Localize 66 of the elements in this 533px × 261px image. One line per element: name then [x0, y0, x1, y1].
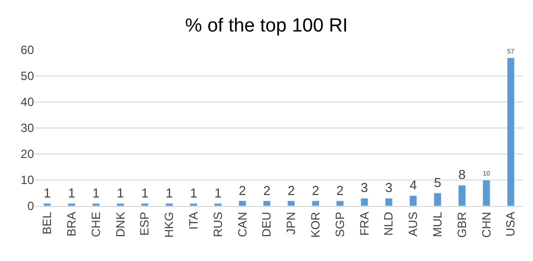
bar [214, 203, 222, 206]
y-tick-label: 20 [20, 147, 34, 162]
y-tick-label: 10 [20, 173, 34, 188]
bar [116, 203, 124, 206]
data-label: 1 [190, 185, 198, 200]
x-tick-label: HKG [162, 212, 176, 238]
bar [165, 203, 174, 206]
data-label: 2 [312, 182, 320, 198]
data-label: 1 [92, 185, 100, 200]
y-tick-label: 0 [27, 199, 34, 214]
y-tick-label: 30 [20, 121, 34, 136]
data-label: 1 [44, 185, 51, 200]
bar [287, 200, 296, 206]
data-label: 4 [410, 178, 417, 193]
x-tick-label: BRA [64, 212, 78, 236]
x-tick-label: USA [504, 212, 518, 236]
x-tick-label: NLD [382, 211, 396, 236]
data-label: 3 [385, 180, 392, 196]
bar [140, 203, 149, 206]
x-tick-label: CAN [235, 212, 250, 238]
bar [506, 58, 515, 206]
x-tick-label: FRA [357, 212, 372, 236]
bar [336, 200, 344, 206]
data-label: 5 [434, 175, 442, 190]
x-tick-label: ITA [186, 212, 200, 230]
x-tick-label: KOR [308, 211, 322, 238]
x-tick-label: DEU [260, 212, 274, 238]
bar [190, 203, 198, 206]
bar [384, 198, 393, 206]
bar [458, 184, 466, 206]
bar [92, 203, 100, 206]
data-label: 2 [238, 182, 246, 198]
bar [434, 192, 442, 206]
x-tick-label: DNK [113, 212, 128, 238]
data-label: 1 [141, 185, 148, 200]
data-label: 1 [214, 185, 222, 200]
bar [409, 195, 418, 206]
x-tick-label: RUS [210, 212, 225, 238]
bar [68, 203, 76, 206]
data-label: 3 [360, 180, 368, 196]
x-tick-label: GBR [454, 211, 469, 238]
data-label: 2 [288, 182, 295, 198]
bar [482, 180, 490, 206]
data-label: 1 [68, 185, 76, 200]
bar [43, 203, 52, 206]
x-tick-label: BEL [40, 211, 54, 234]
y-tick-label: 50 [20, 69, 34, 84]
data-label: 2 [336, 182, 344, 198]
data-label: 2 [263, 182, 270, 198]
x-tick-label: MUL [430, 211, 444, 238]
bar [262, 200, 271, 206]
x-tick-label: AUS [406, 212, 420, 236]
x-tick-label: JPN [284, 212, 298, 234]
bar [360, 198, 368, 206]
data-label: 8 [458, 167, 466, 182]
y-tick-label: 40 [20, 95, 34, 110]
x-tick-label: ESP [138, 212, 152, 236]
bar [312, 200, 320, 206]
y-tick-label: 60 [20, 43, 34, 58]
data-label: 1 [166, 185, 173, 200]
x-tick-label: CHE [88, 212, 103, 238]
bar [238, 200, 246, 206]
chart-title: % of the top 100 RI [185, 16, 348, 37]
x-tick-label: SGP [332, 212, 347, 238]
x-tick-label: CHN [479, 212, 494, 238]
data-label: 1 [116, 185, 124, 200]
